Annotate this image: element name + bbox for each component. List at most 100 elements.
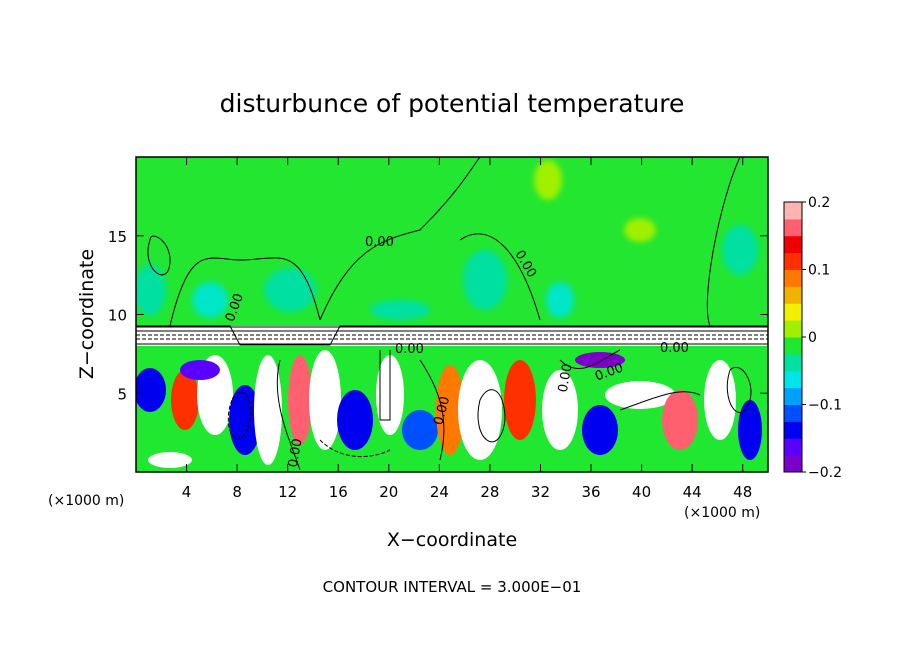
blob bbox=[504, 360, 536, 440]
plot-field: 0.00 0.00 0.00 0.00 0.00 0.00 0.00 0.00 … bbox=[136, 157, 768, 472]
colorbar-tick-label: 0.1 bbox=[808, 263, 830, 279]
blob bbox=[402, 410, 438, 450]
upper-layer bbox=[136, 157, 768, 327]
x-tick-label: 40 bbox=[632, 483, 651, 501]
contour-line bbox=[619, 391, 701, 411]
blob bbox=[370, 300, 430, 320]
blob bbox=[546, 282, 574, 318]
upper-layer-blobs bbox=[136, 160, 758, 320]
contour-line bbox=[276, 359, 301, 471]
colorbar-tick-label: 0.2 bbox=[808, 195, 830, 211]
colorbar-swatch bbox=[784, 218, 802, 237]
x-tick-label: 16 bbox=[329, 483, 348, 501]
blob bbox=[309, 350, 341, 450]
x-tick-label: 28 bbox=[480, 483, 499, 501]
colorbar-swatch bbox=[784, 286, 802, 304]
blob bbox=[436, 365, 464, 455]
blob bbox=[738, 400, 762, 460]
contour-label: 0.00 bbox=[556, 362, 576, 393]
y-axis-label: Z−coordinate bbox=[76, 249, 98, 379]
contour-labels: 0.00 0.00 0.00 0.00 0.00 0.00 0.00 0.00 … bbox=[223, 235, 689, 469]
y-tick-label: 10 bbox=[108, 307, 127, 325]
colorbar-swatch bbox=[784, 353, 802, 372]
colorbar-tick-label: 0 bbox=[808, 330, 817, 346]
contour-label: 0.00 bbox=[395, 342, 424, 357]
blob bbox=[264, 268, 316, 312]
colorbar-swatch bbox=[784, 404, 802, 422]
blob bbox=[180, 360, 220, 380]
colorbar-swatch bbox=[784, 387, 802, 405]
colorbar-swatch bbox=[784, 269, 802, 287]
contour-line bbox=[706, 157, 741, 327]
colorbar bbox=[784, 202, 802, 473]
contour-line bbox=[559, 349, 621, 370]
x-tick-label: 24 bbox=[430, 483, 449, 501]
contour-line bbox=[419, 359, 445, 461]
blob bbox=[148, 452, 192, 468]
contour-interval-note: CONTOUR INTERVAL = 3.000E−01 bbox=[323, 578, 582, 596]
blob bbox=[624, 218, 656, 242]
colorbar-swatch bbox=[784, 202, 802, 220]
x-tick-label: 32 bbox=[531, 483, 550, 501]
contour-line bbox=[136, 325, 768, 346]
blob bbox=[337, 390, 373, 450]
blob bbox=[136, 264, 166, 316]
blob bbox=[171, 370, 199, 430]
colorbar-swatch bbox=[784, 337, 802, 355]
x-axis-label: X−coordinate bbox=[387, 529, 517, 551]
colorbar-swatch bbox=[784, 235, 802, 254]
lower-layer-blobs bbox=[136, 350, 762, 468]
contour-label: 0.00 bbox=[286, 437, 306, 468]
blob bbox=[582, 405, 618, 455]
blob bbox=[534, 160, 562, 200]
contour-lines bbox=[136, 157, 768, 471]
blob bbox=[229, 385, 261, 455]
x-tick-label: 12 bbox=[278, 483, 297, 501]
colorbar-swatch bbox=[784, 320, 802, 338]
contour-line bbox=[477, 389, 506, 443]
contour-line bbox=[379, 350, 391, 421]
blob bbox=[463, 250, 507, 310]
blob bbox=[136, 368, 166, 412]
x-tick-label: 4 bbox=[182, 483, 192, 501]
colorbar-swatch bbox=[784, 252, 802, 270]
chart-title: disturbunce of potential temperature bbox=[220, 89, 685, 118]
colorbar-swatch bbox=[784, 303, 802, 321]
contour-line bbox=[169, 257, 321, 327]
colorbar-tick-label: −0.1 bbox=[808, 398, 842, 414]
x-tick-label: 48 bbox=[733, 483, 752, 501]
contour-line bbox=[319, 157, 481, 321]
contour-label: 0.00 bbox=[431, 395, 453, 427]
colorbar-swatch bbox=[784, 370, 802, 389]
contour-line bbox=[459, 233, 541, 321]
y-tick-label: 15 bbox=[108, 228, 127, 246]
blob bbox=[458, 360, 502, 460]
x-tick-label: 44 bbox=[683, 483, 702, 501]
blob bbox=[254, 355, 282, 465]
contour-line bbox=[319, 439, 391, 458]
colorbar-ticks: 0.2 0.1 0 −0.1 −0.2 bbox=[802, 195, 842, 481]
blob bbox=[192, 282, 228, 318]
contour-line bbox=[147, 235, 171, 276]
colorbar-swatch bbox=[784, 455, 802, 473]
x-unit-right: (×1000 m) bbox=[684, 505, 760, 521]
blob bbox=[288, 355, 312, 445]
x-tick-label: 20 bbox=[379, 483, 398, 501]
contour-line bbox=[726, 367, 752, 413]
colorbar-swatch bbox=[784, 421, 802, 439]
blob bbox=[575, 352, 625, 368]
x-unit-left: (×1000 m) bbox=[48, 493, 124, 509]
x-tick-label: 8 bbox=[232, 483, 242, 501]
blob bbox=[662, 390, 698, 450]
blob bbox=[542, 370, 578, 450]
contour-line bbox=[227, 391, 252, 440]
contour-label: 0.00 bbox=[365, 235, 394, 250]
x-axis-ticks: 4 8 12 16 20 24 28 32 36 40 44 48 bbox=[182, 157, 752, 501]
x-tick-label: 36 bbox=[581, 483, 600, 501]
y-axis-ticks: 5 10 15 bbox=[108, 228, 768, 403]
y-tick-label: 5 bbox=[117, 385, 127, 403]
blob bbox=[704, 360, 736, 440]
blob bbox=[605, 381, 675, 409]
contour-label: 0.00 bbox=[660, 341, 689, 356]
